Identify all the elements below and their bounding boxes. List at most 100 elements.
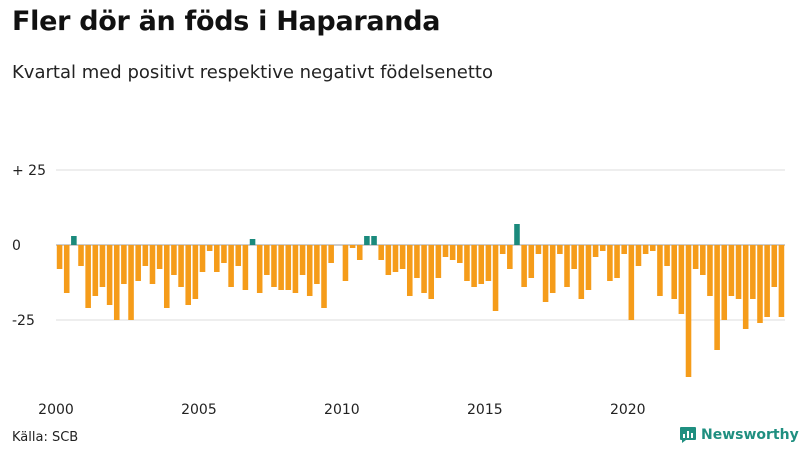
bar bbox=[149, 245, 156, 284]
bar bbox=[478, 245, 485, 284]
bar bbox=[671, 245, 677, 299]
bar bbox=[728, 245, 735, 296]
bar bbox=[121, 245, 127, 284]
bar bbox=[56, 245, 63, 269]
bar bbox=[557, 245, 563, 254]
bar bbox=[228, 245, 234, 287]
x-tick-label: 2010 bbox=[324, 402, 360, 418]
bar bbox=[235, 245, 242, 266]
bar bbox=[278, 245, 284, 290]
y-tick-label: 0 bbox=[12, 238, 21, 254]
x-tick-label: 2000 bbox=[38, 402, 74, 418]
bar bbox=[399, 245, 406, 269]
bar bbox=[113, 245, 120, 320]
bar bbox=[199, 245, 206, 272]
bar bbox=[657, 245, 663, 296]
bar bbox=[306, 245, 313, 296]
bar bbox=[599, 245, 606, 251]
bar bbox=[63, 245, 70, 293]
bar bbox=[178, 245, 184, 287]
bar bbox=[99, 245, 106, 287]
bar bbox=[621, 245, 627, 254]
bar bbox=[499, 245, 506, 254]
bar bbox=[507, 245, 513, 269]
bar bbox=[364, 236, 370, 245]
bar bbox=[700, 245, 706, 275]
bar bbox=[142, 245, 149, 266]
bar bbox=[464, 245, 470, 281]
bar bbox=[128, 245, 134, 320]
bar bbox=[71, 236, 77, 245]
bar bbox=[78, 245, 84, 266]
bar bbox=[378, 245, 384, 260]
bar bbox=[457, 245, 463, 263]
bar bbox=[578, 245, 585, 299]
bar bbox=[285, 245, 292, 290]
bar bbox=[735, 245, 742, 299]
bar bbox=[571, 245, 577, 269]
bar bbox=[206, 245, 213, 251]
bar bbox=[628, 245, 635, 320]
bar bbox=[349, 245, 356, 248]
bar bbox=[292, 245, 299, 293]
bar bbox=[406, 245, 413, 296]
source-note: Källa: SCB bbox=[12, 430, 79, 445]
bar bbox=[757, 245, 763, 323]
x-tick-label: 2020 bbox=[610, 402, 646, 418]
bar bbox=[314, 245, 320, 284]
bar bbox=[778, 245, 785, 317]
bar bbox=[549, 245, 556, 293]
bar bbox=[299, 245, 306, 275]
bar bbox=[256, 245, 263, 293]
bar bbox=[106, 245, 113, 305]
chart-title: Fler dör än föds i Haparanda bbox=[12, 6, 441, 37]
bar bbox=[678, 245, 685, 314]
y-tick-label: + 25 bbox=[12, 163, 46, 179]
bar bbox=[521, 245, 527, 287]
bar bbox=[264, 245, 270, 275]
bar bbox=[221, 245, 227, 263]
bar bbox=[135, 245, 141, 281]
bar bbox=[564, 245, 570, 287]
bar bbox=[85, 245, 91, 308]
bar bbox=[449, 245, 456, 260]
bar bbox=[721, 245, 728, 320]
x-tick-label: 2015 bbox=[467, 402, 503, 418]
bar bbox=[328, 245, 334, 263]
x-tick-label: 2005 bbox=[181, 402, 217, 418]
brand-name: Newsworthy bbox=[701, 427, 799, 443]
bar bbox=[321, 245, 327, 308]
newsworthy-icon bbox=[680, 427, 696, 443]
bar bbox=[771, 245, 778, 287]
bar bbox=[528, 245, 535, 278]
bar bbox=[442, 245, 449, 257]
bar bbox=[542, 245, 549, 302]
bar bbox=[435, 245, 442, 278]
bar bbox=[249, 239, 256, 245]
bar bbox=[707, 245, 713, 296]
bar bbox=[392, 245, 399, 272]
bar bbox=[614, 245, 620, 278]
bar bbox=[585, 245, 592, 290]
bar bbox=[92, 245, 99, 296]
bar bbox=[535, 245, 542, 254]
bar bbox=[692, 245, 699, 269]
bar bbox=[371, 236, 377, 245]
bar bbox=[342, 245, 349, 281]
bar bbox=[414, 245, 420, 278]
bar bbox=[649, 245, 656, 251]
bar bbox=[750, 245, 756, 299]
bar bbox=[485, 245, 492, 281]
newsworthy-logo: Newsworthy bbox=[679, 426, 799, 444]
bar bbox=[514, 224, 520, 245]
bar bbox=[156, 245, 163, 269]
bar bbox=[635, 245, 642, 266]
bar bbox=[742, 245, 749, 329]
bar bbox=[428, 245, 434, 299]
bar bbox=[171, 245, 177, 275]
bar bbox=[592, 245, 599, 257]
y-tick-label: -25 bbox=[12, 313, 35, 329]
bar bbox=[764, 245, 770, 317]
bar bbox=[192, 245, 199, 299]
